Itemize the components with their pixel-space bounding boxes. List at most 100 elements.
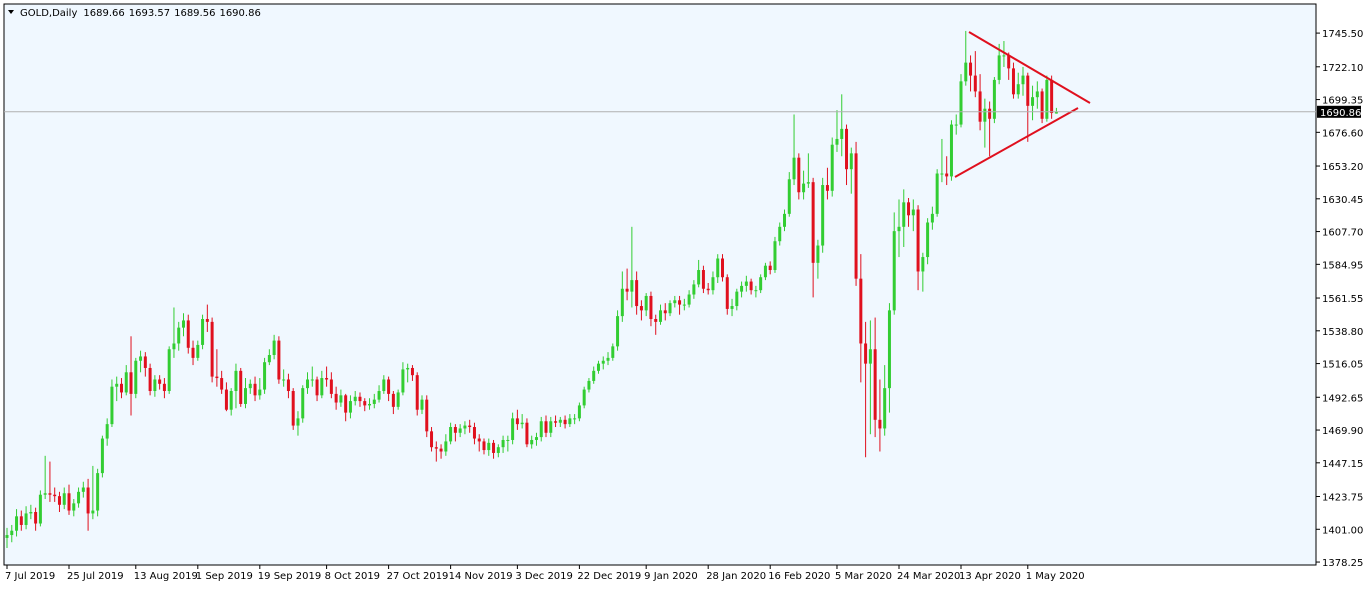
candle-body bbox=[15, 516, 19, 531]
candle-body bbox=[926, 222, 930, 258]
x-tick-label: 3 Dec 2019 bbox=[515, 571, 573, 582]
candles bbox=[5, 30, 1058, 549]
candle-body bbox=[506, 439, 510, 441]
candle-body bbox=[134, 360, 138, 394]
candle-body bbox=[859, 278, 863, 344]
candle-body bbox=[1007, 55, 1011, 69]
candle-body bbox=[296, 418, 300, 426]
candle-body bbox=[783, 213, 787, 227]
price-label-box bbox=[1317, 105, 1361, 118]
candle-body bbox=[62, 493, 66, 505]
candle-body bbox=[773, 241, 777, 271]
candle-body bbox=[363, 401, 367, 406]
candle-body bbox=[72, 503, 76, 511]
x-tick-label: 25 Jul 2019 bbox=[67, 571, 124, 582]
candle-body bbox=[568, 418, 572, 425]
candle-body bbox=[530, 439, 534, 445]
candle-body bbox=[945, 173, 949, 177]
candle-body bbox=[24, 513, 28, 525]
close-value: 1690.86 bbox=[219, 8, 260, 19]
candle-body bbox=[534, 437, 538, 440]
candle-body bbox=[224, 389, 228, 410]
candle-body bbox=[811, 182, 815, 263]
candle-body bbox=[105, 424, 109, 439]
menu-arrow[interactable] bbox=[8, 10, 14, 14]
candle-body bbox=[67, 493, 71, 511]
candle-body bbox=[43, 493, 47, 495]
candle-body bbox=[1026, 75, 1030, 106]
candle-body bbox=[916, 209, 920, 272]
candle-body bbox=[835, 138, 839, 145]
candle-body bbox=[139, 356, 143, 361]
candle-body bbox=[845, 128, 849, 170]
candle-body bbox=[81, 487, 85, 492]
candle-body bbox=[119, 383, 123, 393]
open-value: 1689.66 bbox=[83, 8, 124, 19]
candle-body bbox=[787, 179, 791, 214]
candle-body bbox=[797, 157, 801, 193]
candle-body bbox=[573, 418, 577, 420]
candle-body bbox=[124, 372, 128, 393]
candle-body bbox=[315, 379, 319, 396]
candle-body bbox=[668, 303, 672, 314]
lower-trendline bbox=[954, 107, 1079, 178]
candle-body bbox=[115, 383, 119, 387]
candle-body bbox=[244, 388, 247, 404]
candle-body bbox=[167, 349, 171, 392]
x-tick-label: 19 Sep 2019 bbox=[258, 571, 321, 582]
triangle-pattern bbox=[954, 31, 1091, 178]
candle-body bbox=[29, 511, 33, 514]
candle-body bbox=[210, 321, 214, 377]
y-tick-label: 1469.90 bbox=[1322, 426, 1363, 437]
candle-body bbox=[730, 306, 734, 309]
candle-body bbox=[735, 291, 739, 307]
candle-body bbox=[186, 320, 190, 348]
candle-body bbox=[563, 419, 567, 425]
x-tick-label: 5 Mar 2020 bbox=[835, 571, 892, 582]
candle-body bbox=[143, 356, 147, 368]
candle-body bbox=[658, 310, 662, 322]
x-tick-label: 8 Oct 2019 bbox=[325, 571, 380, 582]
candle-body bbox=[430, 431, 434, 448]
candle-body bbox=[1002, 55, 1006, 57]
candle-body bbox=[501, 439, 505, 448]
candle-body bbox=[158, 379, 162, 384]
x-tick-label: 13 Apr 2020 bbox=[959, 571, 1021, 582]
candle-body bbox=[620, 288, 624, 317]
candle-body bbox=[229, 391, 233, 410]
candle-body bbox=[86, 487, 90, 514]
candle-body bbox=[201, 318, 205, 345]
candle-body bbox=[821, 185, 825, 246]
y-tick-label: 1676.60 bbox=[1322, 128, 1363, 139]
candle-body bbox=[644, 295, 648, 311]
candle-body bbox=[1040, 91, 1044, 119]
candle-body bbox=[639, 306, 643, 311]
candle-body bbox=[930, 213, 934, 223]
candle-body bbox=[892, 231, 896, 311]
y-tick-label: 1401.00 bbox=[1322, 525, 1363, 536]
candle-body bbox=[420, 399, 424, 410]
candle-body bbox=[1016, 84, 1020, 95]
x-tick-label: 13 Aug 2019 bbox=[134, 571, 198, 582]
candle-body bbox=[625, 288, 629, 292]
candle-body bbox=[282, 379, 286, 381]
candle-body bbox=[353, 396, 357, 402]
candle-body bbox=[749, 281, 753, 291]
candle-body bbox=[606, 357, 610, 361]
candle-body bbox=[763, 265, 767, 278]
candle-body bbox=[601, 360, 605, 364]
candle-body bbox=[768, 265, 772, 271]
candle-body bbox=[663, 310, 667, 314]
candle-body bbox=[692, 284, 696, 295]
candle-body bbox=[883, 388, 887, 429]
candle-body bbox=[816, 245, 820, 263]
candle-body bbox=[396, 392, 400, 407]
candle-body bbox=[520, 422, 524, 425]
candle-body bbox=[587, 380, 591, 390]
candle-body bbox=[162, 383, 166, 392]
y-tick-label: 1492.65 bbox=[1322, 393, 1363, 404]
candle-body bbox=[849, 153, 853, 170]
candle-body bbox=[286, 379, 290, 392]
candle-body bbox=[678, 300, 682, 305]
